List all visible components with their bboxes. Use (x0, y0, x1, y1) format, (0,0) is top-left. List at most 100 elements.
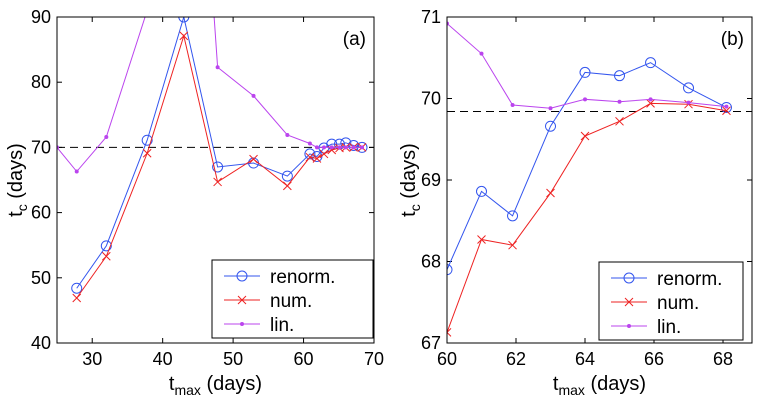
data-point (285, 133, 290, 138)
y-tick-label: 40 (31, 333, 51, 353)
x-tick-label: 70 (364, 349, 384, 369)
y-tick-label: 67 (421, 333, 441, 353)
data-point (312, 154, 322, 163)
legend-marker (237, 295, 247, 305)
data-point (321, 145, 326, 150)
data-point (447, 264, 453, 276)
data-point (507, 210, 519, 222)
data-point (351, 145, 356, 150)
data-point (212, 161, 224, 173)
y-tick-label: 69 (421, 170, 441, 190)
data-point (648, 97, 653, 102)
legend-label: renorm. (270, 267, 335, 288)
data-point (615, 116, 624, 126)
data-point (343, 145, 348, 150)
data-point (720, 101, 732, 113)
series-line-lin (57, 17, 363, 173)
legend-marker (627, 324, 631, 328)
data-point (546, 188, 555, 198)
data-point (722, 106, 731, 116)
x-tick-label: 62 (506, 349, 526, 369)
y-tick-label: 71 (421, 7, 441, 27)
panel-b: 60 62 64 66 68 67 68 69 70 71 (b) renorm. num. lin. tm… (398, 7, 753, 398)
x-tick-label: 60 (294, 349, 314, 369)
data-point (360, 145, 365, 150)
legend-marker (624, 297, 634, 307)
legend-label: lin. (657, 317, 681, 338)
data-point (213, 177, 222, 187)
x-tick-label: 66 (644, 349, 664, 369)
data-point (508, 240, 517, 250)
data-point (74, 169, 79, 174)
series-line-renorm (76, 17, 363, 289)
legend (598, 261, 744, 341)
legend-label: renorm. (657, 269, 722, 290)
data-point (583, 97, 588, 102)
data-point (178, 17, 190, 23)
legend-marker (236, 270, 248, 282)
data-point (479, 51, 484, 56)
data-point (142, 148, 152, 158)
data-point (72, 293, 82, 303)
data-point (724, 104, 729, 109)
data-point (476, 185, 488, 197)
legend-label: num. (270, 291, 312, 312)
x-axis-label: tmax (days) (169, 373, 262, 398)
data-point (580, 131, 590, 141)
data-point (104, 134, 109, 139)
data-point (337, 145, 342, 150)
x-axis-label: tmax (days) (553, 373, 646, 398)
y-axis-label: tc (days) (5, 143, 30, 217)
data-point (71, 282, 83, 294)
y-tick-label: 60 (31, 203, 51, 223)
panel-label: (a) (343, 29, 366, 50)
data-point (145, 8, 149, 12)
data-point (215, 65, 220, 70)
legend (211, 259, 374, 339)
data-point (319, 149, 329, 159)
plot-frame (56, 16, 375, 344)
data-point (249, 154, 258, 164)
series-line-renorm (447, 62, 727, 270)
data-point (314, 145, 319, 150)
series-group (447, 21, 732, 337)
data-point (348, 139, 360, 151)
data-point (579, 66, 591, 78)
plot-frame (446, 16, 753, 344)
data-point (179, 31, 189, 41)
x-tick-label: 40 (153, 349, 173, 369)
data-point (281, 170, 293, 182)
data-point (686, 100, 691, 105)
data-point (447, 328, 452, 337)
data-point (545, 120, 557, 132)
legend-marker (623, 272, 635, 284)
legend-label: lin. (270, 315, 294, 336)
x-tick-label: 30 (82, 349, 102, 369)
data-point (141, 134, 153, 146)
data-point (329, 145, 334, 150)
legend-label: num. (657, 293, 699, 314)
data-point (510, 103, 515, 108)
data-point (683, 82, 695, 94)
data-point (614, 70, 626, 82)
series-line-lin (447, 23, 727, 109)
data-point (101, 251, 111, 261)
y-axis-label: tc (days) (398, 143, 423, 217)
data-point (100, 240, 112, 252)
data-point (282, 181, 292, 191)
y-tick-label: 90 (31, 7, 51, 27)
series-group (57, 8, 368, 303)
data-point (645, 57, 657, 69)
data-point (305, 152, 315, 162)
x-tick-label: 68 (713, 349, 733, 369)
x-tick-label: 60 (437, 349, 457, 369)
y-tick-label: 70 (421, 89, 441, 109)
x-tick-label: 50 (223, 349, 243, 369)
data-point (548, 106, 553, 111)
y-tick-label: 80 (31, 72, 51, 92)
y-tick-label: 70 (31, 137, 51, 157)
panel-label: (b) (721, 29, 744, 50)
data-point (477, 235, 486, 244)
data-point (304, 148, 316, 160)
